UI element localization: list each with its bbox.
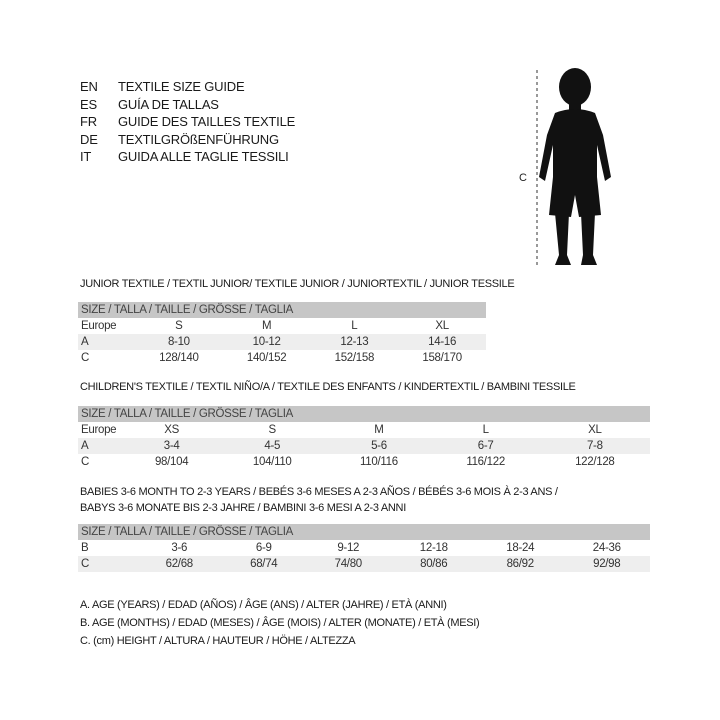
title-fr: FR GUIDE DES TAILLES TEXTILE	[80, 114, 296, 129]
table-header: SIZE / TALLA / TAILLE / GRÖSSE / TAGLIA	[78, 524, 650, 540]
table-row: A 3-4 4-5 5-6 6-7 7-8	[78, 438, 650, 454]
height-label: C	[519, 172, 527, 184]
table-row: A 8-10 10-12 12-13 14-16	[78, 334, 486, 350]
legend-b: B. AGE (MONTHS) / EDAD (MESES) / ÂGE (MO…	[80, 617, 480, 629]
title-it: IT GUIDA ALLE TAGLIE TESSILI	[80, 149, 289, 164]
junior-size-table: SIZE / TALLA / TAILLE / GRÖSSE / TAGLIA …	[78, 302, 486, 366]
junior-title: JUNIOR TEXTILE / TEXTIL JUNIOR/ TEXTILE …	[80, 278, 515, 290]
table-header: SIZE / TALLA / TAILLE / GRÖSSE / TAGLIA	[78, 406, 650, 422]
table-header: SIZE / TALLA / TAILLE / GRÖSSE / TAGLIA	[78, 302, 486, 318]
legend: A. AGE (YEARS) / EDAD (AÑOS) / ÂGE (ANS)…	[80, 596, 480, 650]
babies-title-line1: BABIES 3-6 MONTH TO 2-3 YEARS / BEBÉS 3-…	[80, 486, 558, 498]
table-row: Europe S M L XL	[81, 320, 449, 332]
children-title: CHILDREN'S TEXTILE / TEXTIL NIÑO/A / TEX…	[80, 381, 576, 393]
title-de: DE TEXTILGRÖßENFÜHRUNG	[80, 131, 279, 147]
title-en: EN TEXTILE SIZE GUIDE	[80, 79, 245, 94]
babies-size-table: SIZE / TALLA / TAILLE / GRÖSSE / TAGLIA …	[78, 524, 650, 572]
babies-title-line2: BABYS 3-6 MONATE BIS 2-3 JAHRE / BAMBINI…	[80, 502, 406, 514]
table-row: C 62/68 68/74 74/80 80/86 86/92 92/98	[78, 556, 650, 572]
table-row: B 3-6 6-9 9-12 12-18 18-24 24-36	[81, 542, 621, 554]
title-es: ES GUÍA DE TALLAS	[80, 96, 219, 112]
children-size-table: SIZE / TALLA / TAILLE / GRÖSSE / TAGLIA …	[78, 406, 650, 470]
table-row: Europe XS S M L XL	[81, 424, 602, 436]
legend-a: A. AGE (YEARS) / EDAD (AÑOS) / ÂGE (ANS)…	[80, 599, 447, 611]
title-languages: EN TEXTILE SIZE GUIDE ES GUÍA DE TALLAS FR…	[80, 78, 295, 166]
table-row: C 128/140 140/152 152/158 158/170	[81, 352, 462, 364]
table-row: C 98/104 104/110 110/116 116/122 122/128	[81, 456, 615, 468]
legend-c: C. (cm) HEIGHT / ALTURA / HAUTEUR / HÖHE…	[80, 635, 356, 647]
child-silhouette-icon: C	[519, 68, 611, 265]
